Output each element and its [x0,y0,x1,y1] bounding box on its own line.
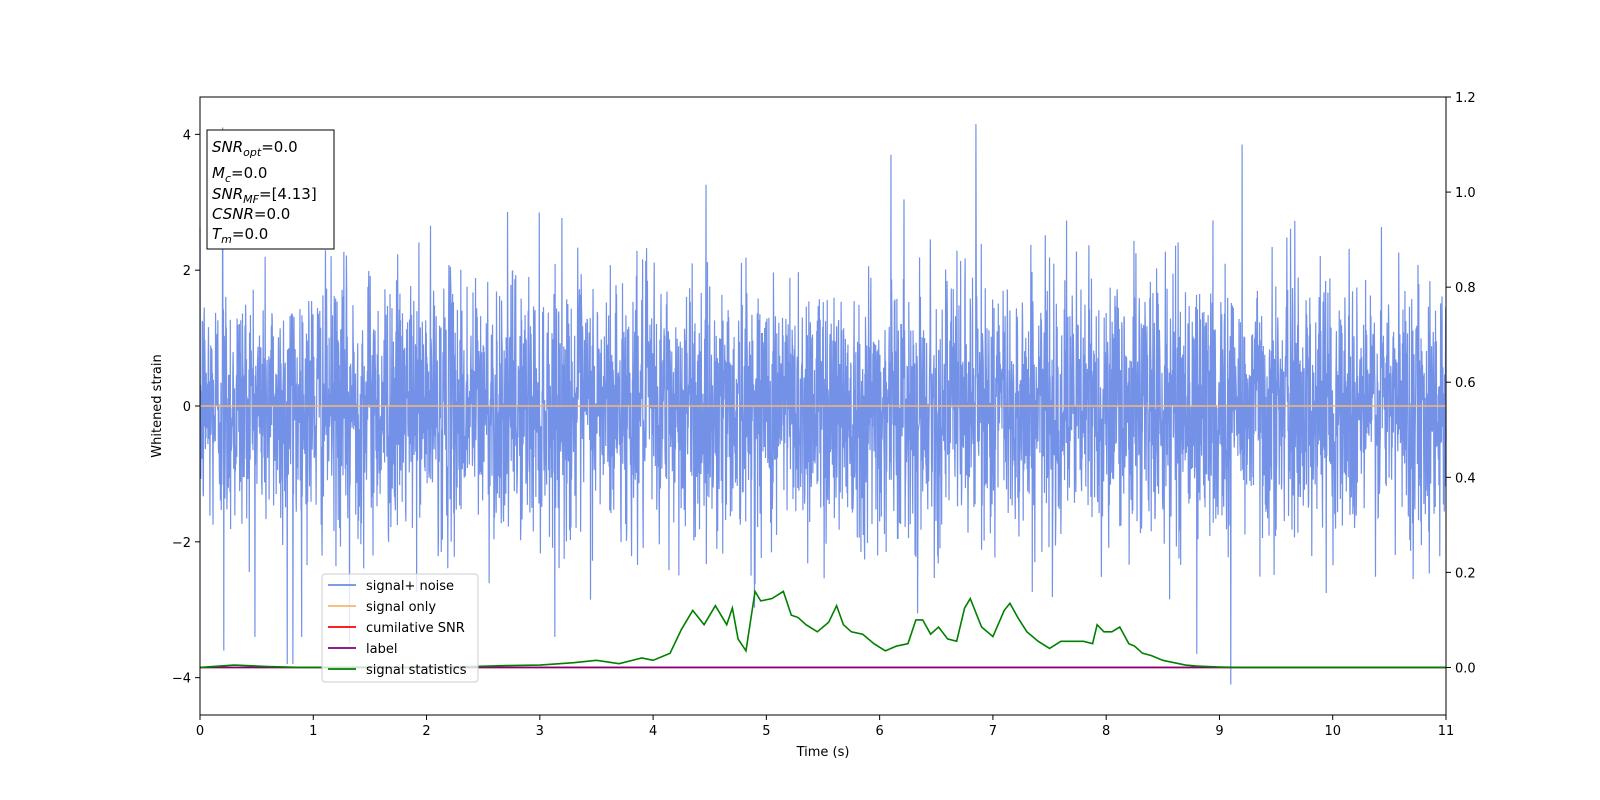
annotation-box: SNRopt=0.0Mc=0.0SNRMF=[4.13]CSNR=0.0Tm=0… [206,129,335,250]
x-tick-label: 3 [536,724,544,739]
annotation-line: Tm=0.0 [212,225,268,246]
annotation-value: =[4.13] [259,185,317,203]
legend-entries: signal+ noise signal only cumilative SNR la… [328,579,467,678]
x-tick-label: 11 [1438,724,1455,739]
y-right-tick-label: 1.2 [1455,91,1476,106]
y-axis-label: Whitened strain [150,354,165,457]
y-right-tick-label: 0.4 [1455,471,1476,486]
y-right-tick-label: 0.6 [1455,376,1476,391]
y-right-tick-label: 1.0 [1455,186,1476,201]
x-tick-label: 8 [1102,724,1110,739]
y-left-tick-label: 2 [183,264,191,279]
annotation-subscript: m [221,233,232,246]
legend-label: label [366,642,397,657]
y-left-tick-label: −2 [172,536,191,551]
annotation-symbol: CSNR [212,205,254,223]
legend-label: signal statistics [366,663,467,678]
x-tick-label: 0 [196,724,204,739]
legend-frame [321,573,479,683]
annotation-line: CSNR=0.0 [212,205,290,223]
annotation-lines: SNRopt=0.0Mc=0.0SNRMF=[4.13]CSNR=0.0Tm=0… [212,138,317,246]
y-right-tick-label: 0.8 [1455,281,1476,296]
legend-label: signal only [366,600,436,615]
x-tick-label: 4 [649,724,657,739]
x-tick-label: 5 [762,724,770,739]
y-left-tick-label: 0 [183,400,191,415]
annotation-symbol: T [212,225,223,243]
annotation-value: =0.0 [231,164,267,182]
x-axis-label: Time (s) [796,745,850,760]
legend-label: cumilative SNR [366,621,465,636]
x-axis-ticks: 0 1 2 3 4 5 6 7 8 9 10 11 [196,715,1454,739]
y-right-tick-label: 0.2 [1455,566,1476,581]
x-tick-label: 1 [309,724,317,739]
annotation-symbol: M [212,164,225,182]
x-tick-label: 9 [1215,724,1223,739]
annotation-value: =0.0 [254,205,290,223]
y-right-tick-label: 0.0 [1455,661,1476,676]
x-tick-label: 10 [1324,724,1341,739]
annotation-frame [206,129,335,250]
legend-label: signal+ noise [366,579,454,594]
annotation-value: =0.0 [232,225,268,243]
annotation-subscript: MF [243,193,259,206]
annotation-subscript: opt [243,146,262,159]
x-tick-label: 7 [989,724,997,739]
annotation-symbol: SNR [212,185,243,203]
x-tick-label: 2 [422,724,430,739]
y-right-axis-ticks: 0.0 0.2 0.4 0.6 0.8 1.0 1.2 [1446,91,1476,676]
y-left-tick-label: 4 [183,128,191,143]
annotation-symbol: SNR [212,138,243,156]
annotation-line: SNRMF=[4.13] [212,185,317,206]
annotation-value: =0.0 [261,138,297,156]
annotation-subscript: c [225,172,231,185]
y-left-axis-ticks: −4 −2 0 2 4 [172,128,200,687]
annotation-line: Mc=0.0 [212,164,267,185]
series-signal-statistics-line [199,589,1446,669]
x-tick-label: 6 [875,724,883,739]
y-left-tick-label: −4 [172,672,191,687]
annotation-line: SNRopt=0.0 [212,138,298,159]
legend: signal+ noise signal only cumilative SNR la… [321,573,479,683]
